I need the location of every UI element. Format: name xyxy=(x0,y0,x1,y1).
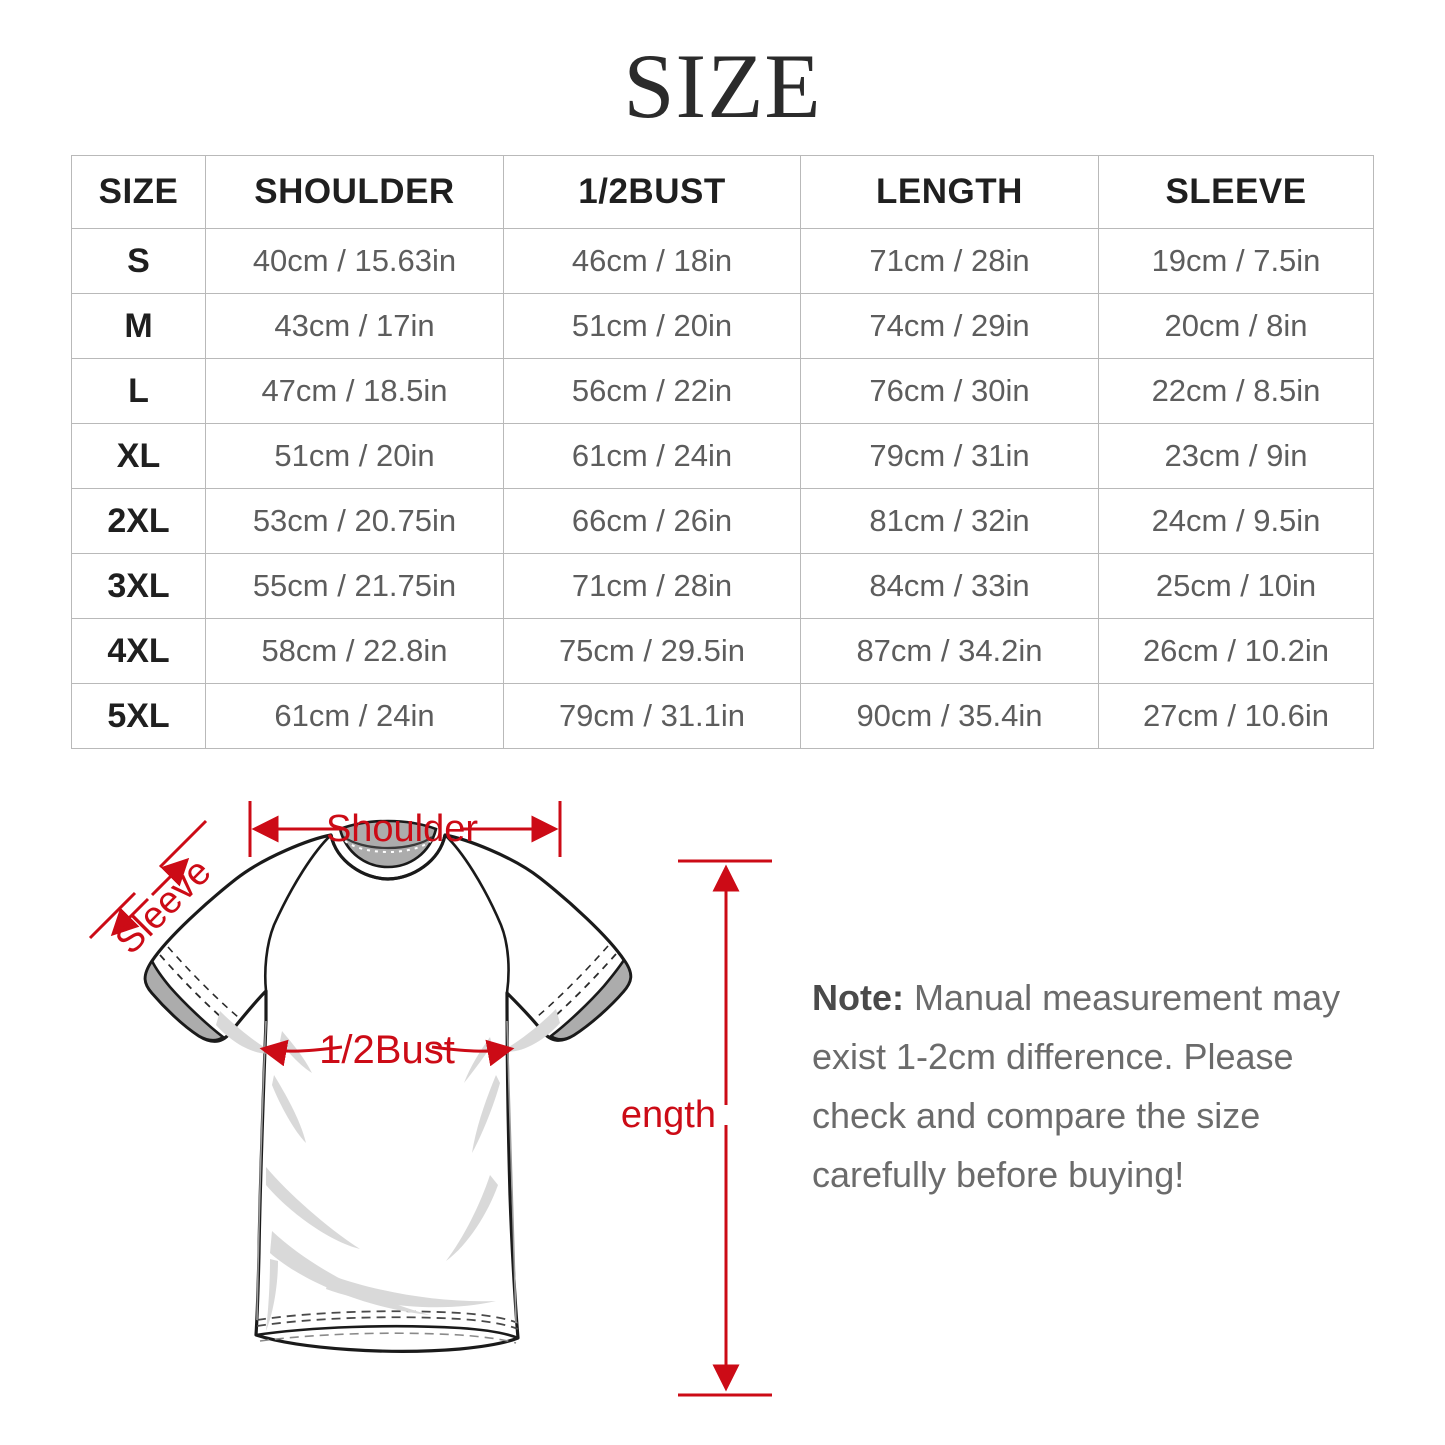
sleeve-arrow-down xyxy=(110,897,150,937)
cell-sleeve: 23cm / 9in xyxy=(1098,423,1374,489)
cell-length: 76cm / 30in xyxy=(800,358,1099,424)
cell-length: 90cm / 35.4in xyxy=(800,683,1099,749)
column-header-length: LENGTH xyxy=(800,155,1099,229)
collar-rib-stitching xyxy=(344,840,432,854)
bust-arrow-left xyxy=(259,1039,343,1067)
column-header-sleeve: SLEEVE xyxy=(1098,155,1374,229)
collar-inner xyxy=(338,819,438,869)
cell-bust: 46cm / 18in xyxy=(503,228,801,294)
measurement-diagram: Shoulder Sleeve 1/2Bust xyxy=(0,775,1445,1445)
column-header-shoulder: SHOULDER xyxy=(205,155,504,229)
table-row: 4XL 58cm / 22.8in 75cm / 29.5in 87cm / 3… xyxy=(71,618,1374,684)
cell-length: 84cm / 33in xyxy=(800,553,1099,619)
bottom-hem-stitch-1 xyxy=(256,1310,519,1324)
cell-sleeve: 19cm / 7.5in xyxy=(1098,228,1374,294)
bottom-hem-stitch-2 xyxy=(256,1316,519,1330)
measurement-note: Note: Manual measurement may exist 1-2cm… xyxy=(812,968,1392,1204)
length-measure-annotation: Length xyxy=(620,859,772,1397)
size-chart-table: SIZE SHOULDER 1/2BUST LENGTH SLEEVE S 40… xyxy=(71,155,1374,749)
cell-size: M xyxy=(71,293,206,359)
cell-size: 2XL xyxy=(71,488,206,554)
table-row: 2XL 53cm / 20.75in 66cm / 26in 81cm / 32… xyxy=(71,488,1374,554)
page-title: SIZE xyxy=(623,35,822,137)
cell-shoulder: 40cm / 15.63in xyxy=(205,228,504,294)
collar-rib-band xyxy=(343,836,433,850)
cell-size: S xyxy=(71,228,206,294)
cell-size: XL xyxy=(71,423,206,489)
cell-bust: 51cm / 20in xyxy=(503,293,801,359)
cell-shoulder: 43cm / 17in xyxy=(205,293,504,359)
table-header: SIZE SHOULDER 1/2BUST LENGTH SLEEVE xyxy=(71,155,1374,229)
table-row: XL 51cm / 20in 61cm / 24in 79cm / 31in 2… xyxy=(71,423,1374,489)
size-chart-table-container: SIZE SHOULDER 1/2BUST LENGTH SLEEVE S 40… xyxy=(71,155,1374,749)
cell-bust: 71cm / 28in xyxy=(503,553,801,619)
left-cuff-stitch xyxy=(159,954,231,1026)
note-text: Manual measurement may exist 1-2cm diffe… xyxy=(812,977,1341,1195)
cell-length: 87cm / 34.2in xyxy=(800,618,1099,684)
cell-length: 71cm / 28in xyxy=(800,228,1099,294)
cell-sleeve: 22cm / 8.5in xyxy=(1098,358,1374,424)
bust-arrow-right xyxy=(431,1039,515,1067)
right-cuff-stitch-2 xyxy=(537,945,609,1017)
cell-size: L xyxy=(71,358,206,424)
cell-size: 5XL xyxy=(71,683,206,749)
cell-shoulder: 61cm / 24in xyxy=(205,683,504,749)
cell-shoulder: 58cm / 22.8in xyxy=(205,618,504,684)
table-header-row: SIZE SHOULDER 1/2BUST LENGTH SLEEVE xyxy=(71,155,1374,229)
left-shoulder-seam xyxy=(263,834,332,992)
right-shoulder-seam xyxy=(444,834,510,994)
cell-sleeve: 20cm / 8in xyxy=(1098,293,1374,359)
table-body: S 40cm / 15.63in 46cm / 18in 71cm / 28in… xyxy=(71,228,1374,749)
table-row: M 43cm / 17in 51cm / 20in 74cm / 29in 20… xyxy=(71,293,1374,359)
right-sleeve-cuff xyxy=(548,957,632,1041)
cell-shoulder: 51cm / 20in xyxy=(205,423,504,489)
shoulder-label: Shoulder xyxy=(326,808,478,850)
cell-sleeve: 24cm / 9.5in xyxy=(1098,488,1374,554)
cell-length: 79cm / 31in xyxy=(800,423,1099,489)
column-header-bust: 1/2BUST xyxy=(503,155,801,229)
cell-size: 4XL xyxy=(71,618,206,684)
bust-label: 1/2Bust xyxy=(319,1028,455,1072)
collar-outer xyxy=(329,834,447,881)
right-cuff-stitch xyxy=(545,953,617,1025)
cell-sleeve: 26cm / 10.2in xyxy=(1098,618,1374,684)
cell-shoulder: 53cm / 20.75in xyxy=(205,488,504,554)
column-header-size: SIZE xyxy=(71,155,206,229)
cell-shoulder: 47cm / 18.5in xyxy=(205,358,504,424)
shoulder-measure-annotation: Shoulder xyxy=(248,801,562,857)
left-cuff-stitch-2 xyxy=(167,946,239,1018)
shirt-body-outline xyxy=(143,833,633,1353)
left-sleeve-cuff xyxy=(143,958,226,1042)
length-label: Length xyxy=(620,1094,716,1136)
tshirt-illustration: Shoulder Sleeve 1/2Bust xyxy=(88,801,633,1353)
cell-bust: 75cm / 29.5in xyxy=(503,618,801,684)
bottom-hem-fold xyxy=(255,1324,519,1340)
tshirt-graphic xyxy=(143,819,633,1353)
bust-measure-annotation: 1/2Bust xyxy=(259,1028,515,1072)
cell-bust: 79cm / 31.1in xyxy=(503,683,801,749)
cell-size: 3XL xyxy=(71,553,206,619)
table-row: L 47cm / 18.5in 56cm / 22in 76cm / 30in … xyxy=(71,358,1374,424)
cell-shoulder: 55cm / 21.75in xyxy=(205,553,504,619)
cell-bust: 66cm / 26in xyxy=(503,488,801,554)
sleeve-arrow-up xyxy=(150,857,190,897)
cell-sleeve: 25cm / 10in xyxy=(1098,553,1374,619)
table-row: S 40cm / 15.63in 46cm / 18in 71cm / 28in… xyxy=(71,228,1374,294)
cell-length: 74cm / 29in xyxy=(800,293,1099,359)
note-label: Note: xyxy=(812,977,904,1018)
table-row: 5XL 61cm / 24in 79cm / 31.1in 90cm / 35.… xyxy=(71,683,1374,749)
cell-bust: 56cm / 22in xyxy=(503,358,801,424)
cell-length: 81cm / 32in xyxy=(800,488,1099,554)
cell-bust: 61cm / 24in xyxy=(503,423,801,489)
cell-sleeve: 27cm / 10.6in xyxy=(1098,683,1374,749)
table-row: 3XL 55cm / 21.75in 71cm / 28in 84cm / 33… xyxy=(71,553,1374,619)
